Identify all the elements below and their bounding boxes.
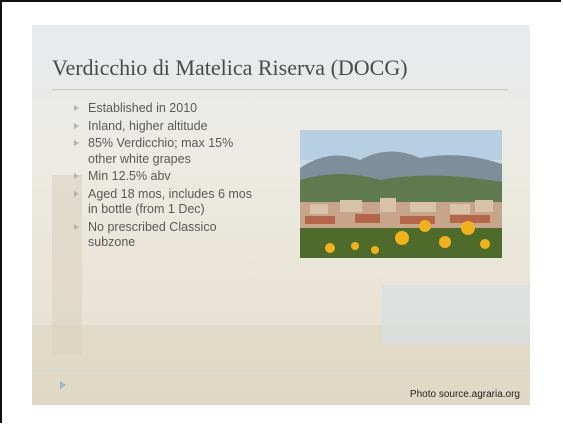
- faded-sky: [382, 285, 530, 345]
- photo: [300, 130, 502, 258]
- slide: Verdicchio di Matelica Riserva (DOCG) Es…: [32, 25, 530, 405]
- bullet: Inland, higher altitude: [74, 119, 264, 135]
- bullet: 85% Verdicchio; max 15% other white grap…: [74, 136, 264, 167]
- footer-rule: [32, 370, 530, 371]
- nav-marker: [60, 381, 66, 389]
- bullet: Min 12.5% abv: [74, 169, 264, 185]
- page: Verdicchio di Matelica Riserva (DOCG) Es…: [0, 0, 563, 425]
- bullet: Established in 2010: [74, 101, 264, 117]
- photo-credit: Photo source.agraria.org: [410, 389, 520, 400]
- title-rule: [52, 89, 508, 90]
- bullet: No prescribed Classico subzone: [74, 220, 264, 251]
- slide-title: Verdicchio di Matelica Riserva (DOCG): [52, 55, 408, 81]
- bullet-list: Established in 2010 Inland, higher altitu…: [74, 101, 274, 253]
- bullet: Aged 18 mos, includes 6 mos in bottle (f…: [74, 187, 264, 218]
